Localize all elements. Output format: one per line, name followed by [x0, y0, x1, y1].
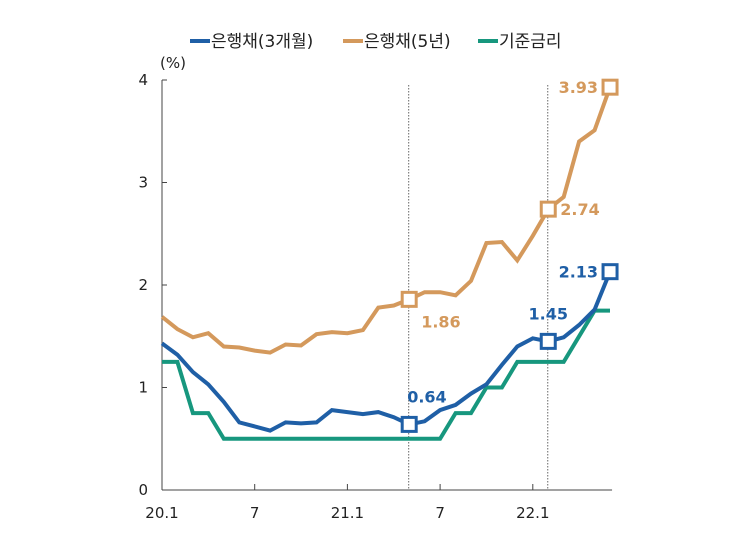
- legend-label: 은행채(5년): [364, 32, 451, 52]
- y-tick-label: 1: [138, 379, 148, 397]
- y-unit-label: (%): [160, 54, 186, 72]
- data-point-marker: [601, 78, 619, 96]
- data-label: 1.45: [529, 304, 568, 323]
- axes: 0 1 2 3 4 20.1 7 21.1 7 22.1: [138, 71, 613, 522]
- x-tick-label: 22.1: [516, 504, 549, 522]
- x-tick-label: 7: [435, 504, 445, 522]
- y-tick-label: 4: [138, 71, 148, 89]
- legend-label: 기준금리: [499, 32, 562, 52]
- y-tick-label: 0: [138, 481, 148, 499]
- data-point-marker: [539, 332, 557, 350]
- x-tick-label: 20.1: [145, 504, 178, 522]
- data-point-marker: [400, 290, 418, 308]
- series-line-0: [160, 270, 612, 433]
- x-tick-label: 21.1: [331, 504, 364, 522]
- data-label: 3.93: [559, 78, 598, 97]
- legend-label: 은행채(3개월): [211, 32, 313, 52]
- y-tick-label: 3: [138, 174, 148, 192]
- y-tick-label: 2: [138, 276, 148, 294]
- series-line-1: [160, 86, 612, 355]
- data-label: 0.64: [407, 387, 446, 406]
- series-group: [160, 86, 612, 441]
- legend: 은행채(3개월) 은행채(5년) 기준금리: [190, 32, 562, 52]
- data-label: 2.74: [560, 200, 599, 219]
- x-tick-label: 7: [250, 504, 260, 522]
- series-line-2: [162, 308, 610, 441]
- data-label: 1.86: [421, 312, 460, 331]
- data-label: 2.13: [559, 263, 598, 282]
- reference-lines: [408, 85, 549, 490]
- data-point-marker: [539, 200, 557, 218]
- data-point-marker: [400, 415, 418, 433]
- data-labels: 0.64 1.45 2.13 1.86 2.74 3.93: [400, 78, 619, 433]
- data-point-marker: [601, 263, 619, 281]
